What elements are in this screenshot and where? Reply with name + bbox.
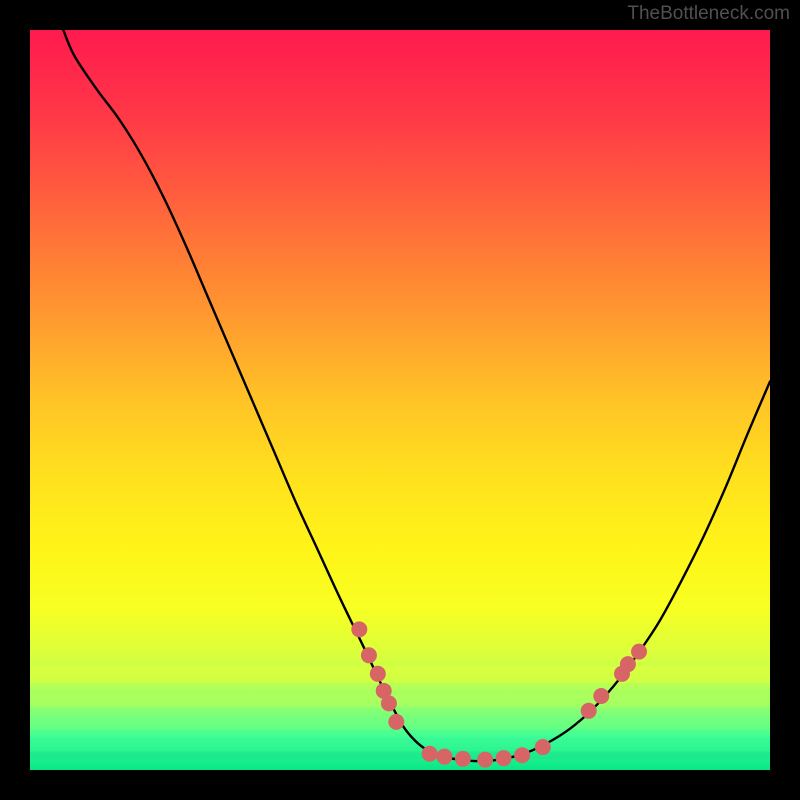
watermark-text: TheBottleneck.com xyxy=(627,3,790,25)
data-point xyxy=(422,746,438,762)
data-point xyxy=(535,739,551,755)
data-point xyxy=(631,644,647,660)
bottleneck-chart xyxy=(0,0,800,800)
data-point xyxy=(593,688,609,704)
data-point xyxy=(381,695,397,711)
data-point xyxy=(370,666,386,682)
data-point xyxy=(496,750,512,766)
data-point xyxy=(351,621,367,637)
data-point xyxy=(514,747,530,763)
data-point xyxy=(581,703,597,719)
data-point xyxy=(477,752,493,768)
data-point xyxy=(361,647,377,663)
chart-container: { "watermark": { "text": "TheBottleneck.… xyxy=(0,0,800,800)
data-point xyxy=(455,751,471,767)
data-point xyxy=(388,714,404,730)
data-point xyxy=(436,749,452,765)
data-point xyxy=(620,656,636,672)
